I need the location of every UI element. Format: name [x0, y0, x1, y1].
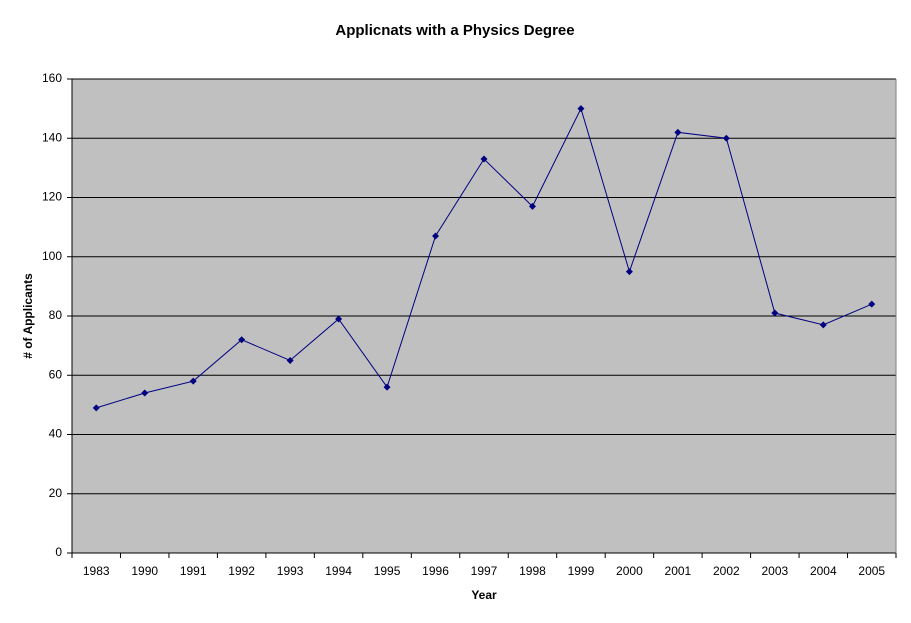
x-tick-label: 1997 [471, 564, 498, 578]
x-tick-label: 1998 [519, 564, 546, 578]
x-tick-label: 1992 [228, 564, 255, 578]
x-tick-label: 2002 [713, 564, 740, 578]
x-tick-label: 1983 [83, 564, 110, 578]
x-tick-label: 1994 [325, 564, 352, 578]
x-tick-label: 1999 [568, 564, 595, 578]
x-tick-label: 2003 [761, 564, 788, 578]
y-tick-label: 120 [42, 190, 62, 204]
y-tick-label: 20 [49, 486, 63, 500]
y-tick-label: 60 [49, 367, 63, 381]
x-tick-label: 1995 [374, 564, 401, 578]
chart: Applicnats with a Physics Degree Year # … [0, 0, 911, 623]
x-tick-label: 1996 [422, 564, 449, 578]
y-tick-label: 40 [49, 427, 63, 441]
x-tick-label: 2001 [665, 564, 692, 578]
y-tick-label: 100 [42, 249, 62, 263]
x-tick-label: 2000 [616, 564, 643, 578]
y-tick-label: 0 [55, 545, 62, 559]
x-tick-label: 2005 [858, 564, 885, 578]
y-tick-label: 160 [42, 71, 62, 85]
x-tick-label: 1990 [131, 564, 158, 578]
y-tick-label: 140 [42, 130, 62, 144]
y-axis-title: # of Applicants [21, 273, 35, 359]
x-tick-label: 2004 [810, 564, 837, 578]
x-tick-label: 1993 [277, 564, 304, 578]
x-axis-title: Year [471, 588, 497, 602]
x-tick-label: 1991 [180, 564, 207, 578]
chart-title: Applicnats with a Physics Degree [335, 22, 574, 39]
page: Applicnats with a Physics Degree Year # … [0, 0, 911, 623]
y-tick-label: 80 [49, 308, 63, 322]
